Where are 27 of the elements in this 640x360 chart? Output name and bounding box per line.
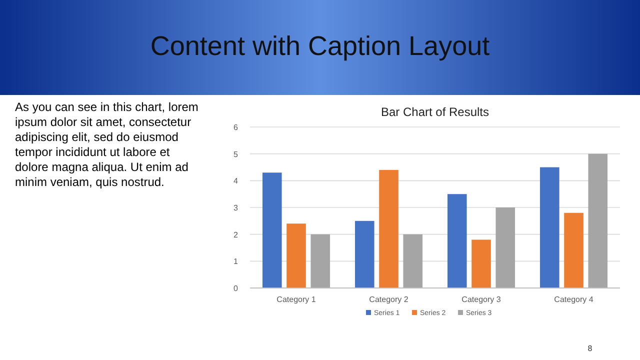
x-tick-label: Category 3	[462, 295, 502, 304]
bar	[310, 234, 330, 288]
bar	[472, 240, 491, 288]
bar	[588, 154, 608, 288]
bar	[403, 234, 423, 288]
y-tick-label: 3	[234, 204, 239, 212]
y-tick-label: 5	[234, 150, 239, 159]
x-tick-label: Category 2	[369, 295, 409, 304]
bar	[540, 167, 560, 288]
bar	[354, 220, 374, 288]
x-tick-label: Category 1	[276, 295, 316, 304]
bar	[447, 194, 467, 288]
y-tick-label: 1	[234, 257, 239, 266]
chart-title: Bar Chart of Results	[380, 105, 490, 119]
y-tick-label: 4	[234, 176, 239, 186]
bar	[564, 212, 584, 288]
text: As you can see in this chart, lorem ipsum dolor sit amet, consectetur adipiscing elit, sed do eiusmod tempor incididunt ut labore et dolore magna aliqua. Ut enim ad minim veniam, quis nostrud.	[15, 100, 198, 189]
x-tick-label: Category 4	[554, 295, 594, 304]
y-tick-label: 6	[234, 123, 239, 132]
text: Content with Caption Layout	[150, 31, 490, 61]
bar	[262, 172, 282, 288]
text: 8	[588, 344, 593, 353]
y-tick-label: 0	[234, 284, 239, 293]
bar	[286, 224, 306, 288]
y-tick-label: 2	[234, 230, 239, 240]
bar	[379, 170, 398, 288]
bar	[496, 208, 516, 288]
